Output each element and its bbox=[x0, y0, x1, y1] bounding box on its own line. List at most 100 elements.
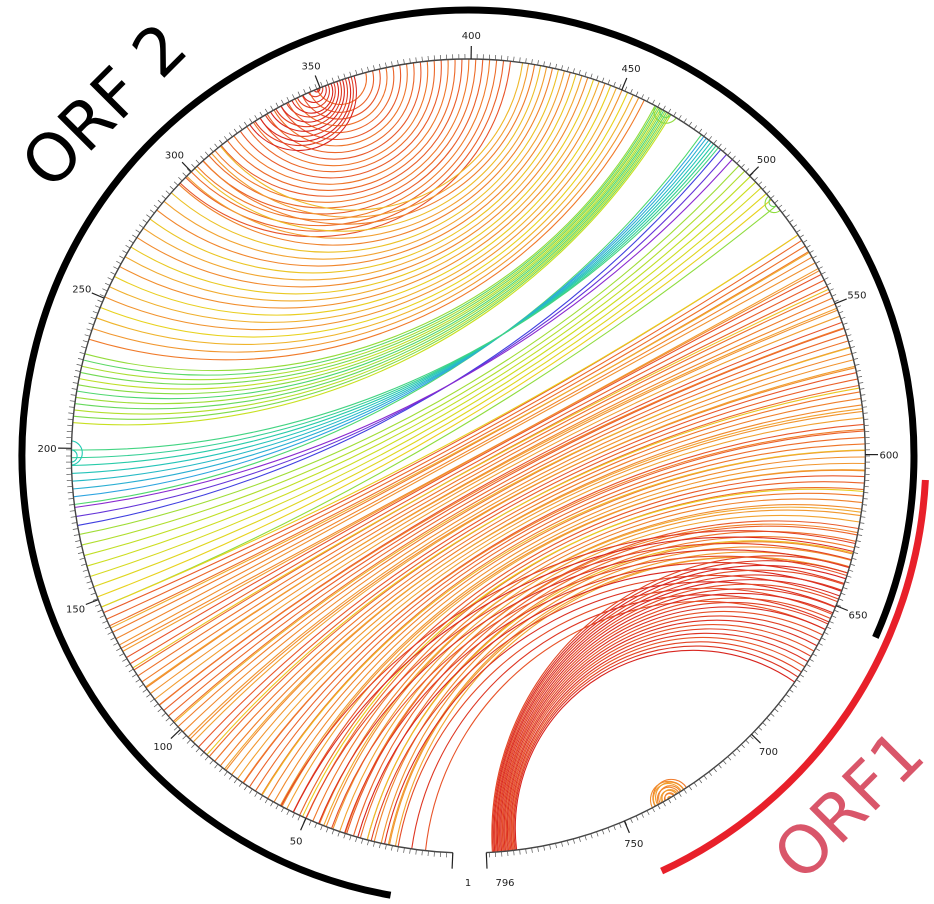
minor-tick bbox=[826, 282, 832, 286]
pairing-arc bbox=[512, 641, 802, 851]
pairing-arc bbox=[214, 58, 470, 203]
minor-tick bbox=[549, 62, 551, 68]
pairing-arc bbox=[130, 79, 595, 295]
minor-tick bbox=[657, 804, 661, 810]
minor-tick bbox=[169, 722, 174, 726]
pairing-arc bbox=[81, 107, 659, 381]
minor-tick bbox=[275, 804, 279, 810]
minor-tick bbox=[831, 615, 837, 618]
minor-tick bbox=[81, 346, 87, 349]
pairing-arc bbox=[145, 303, 836, 689]
minor-tick bbox=[859, 388, 865, 390]
minor-tick bbox=[858, 382, 864, 384]
minor-tick bbox=[736, 748, 741, 753]
minor-tick bbox=[343, 73, 346, 79]
minor-tick bbox=[815, 647, 820, 652]
pairing-arc bbox=[125, 274, 822, 659]
minor-tick bbox=[842, 586, 848, 590]
minor-tick bbox=[842, 322, 848, 326]
pairing-arc bbox=[305, 542, 852, 819]
pairing-arc bbox=[493, 565, 846, 853]
pairing-arc bbox=[72, 114, 672, 426]
minor-tick bbox=[566, 840, 569, 846]
minor-tick bbox=[693, 782, 698, 787]
pairing-arc bbox=[187, 359, 854, 738]
pairing-arc bbox=[108, 245, 806, 627]
pairing-arc bbox=[259, 77, 352, 142]
minor-tick bbox=[537, 846, 539, 852]
pairing-arc bbox=[167, 334, 847, 717]
pairing-arc bbox=[494, 569, 844, 853]
minor-tick bbox=[762, 185, 767, 190]
minor-tick bbox=[601, 77, 605, 83]
pairing-arc bbox=[70, 147, 719, 451]
tick-label: 750 bbox=[624, 839, 643, 850]
minor-tick bbox=[590, 73, 593, 79]
minor-tick bbox=[596, 831, 599, 837]
minor-tick bbox=[572, 838, 575, 844]
minor-tick bbox=[678, 115, 682, 120]
minor-tick bbox=[863, 492, 869, 494]
minor-tick bbox=[531, 847, 533, 853]
pairing-arc bbox=[113, 85, 612, 316]
pairing-arc bbox=[302, 488, 864, 818]
pairing-arc bbox=[186, 66, 548, 239]
minor-tick bbox=[224, 771, 228, 776]
minor-tick bbox=[68, 504, 75, 506]
minor-tick bbox=[799, 674, 804, 678]
minor-tick bbox=[355, 69, 358, 75]
pairing-arc bbox=[149, 309, 838, 695]
minor-tick bbox=[853, 552, 859, 554]
minor-tick bbox=[308, 820, 312, 826]
minor-tick bbox=[693, 125, 697, 130]
minor-tick bbox=[851, 352, 857, 355]
minor-tick bbox=[331, 77, 335, 83]
minor-tick bbox=[727, 151, 732, 156]
pairing-arc bbox=[88, 99, 645, 361]
minor-tick bbox=[76, 364, 82, 366]
pairing-arc bbox=[219, 62, 524, 211]
minor-tick bbox=[543, 61, 545, 67]
minor-tick bbox=[859, 522, 865, 524]
pairing-arc bbox=[248, 430, 865, 788]
minor-tick bbox=[228, 132, 233, 137]
minor-tick bbox=[519, 849, 521, 855]
pairing-arc bbox=[71, 139, 710, 482]
pairing-arc bbox=[498, 583, 838, 852]
minor-tick bbox=[657, 102, 661, 108]
minor-tick bbox=[219, 139, 223, 145]
tick-label: 350 bbox=[302, 61, 321, 72]
minor-tick bbox=[391, 845, 393, 851]
minor-tick bbox=[125, 245, 131, 249]
minor-tick bbox=[122, 658, 127, 662]
minor-tick bbox=[110, 637, 116, 641]
minor-tick bbox=[736, 159, 741, 164]
minor-tick bbox=[132, 674, 137, 678]
minor-tick bbox=[122, 250, 127, 254]
minor-tick bbox=[513, 56, 515, 62]
pairing-arc bbox=[158, 327, 844, 706]
minor-tick bbox=[75, 370, 81, 372]
minor-tick bbox=[698, 128, 703, 134]
minor-tick bbox=[379, 63, 381, 69]
pairing-arc bbox=[72, 138, 707, 490]
minor-tick bbox=[92, 311, 98, 314]
pairing-arc bbox=[86, 181, 756, 567]
pairing-arc bbox=[71, 143, 714, 467]
pairing-arc bbox=[197, 372, 857, 748]
minor-tick bbox=[178, 176, 183, 181]
sequence-start-label: 1 bbox=[465, 878, 471, 889]
sequence-backbone bbox=[70, 58, 867, 854]
minor-tick bbox=[766, 190, 771, 195]
minor-tick bbox=[286, 810, 290, 816]
minor-tick bbox=[596, 75, 599, 81]
minor-tick bbox=[749, 735, 754, 740]
pairing-arc bbox=[496, 579, 840, 852]
minor-tick bbox=[71, 388, 77, 390]
pairing-arc bbox=[513, 645, 799, 851]
pairing-arc bbox=[118, 83, 606, 309]
minor-tick bbox=[153, 703, 159, 708]
minor-tick bbox=[373, 841, 375, 847]
minor-tick bbox=[204, 151, 209, 156]
minor-tick bbox=[828, 620, 834, 624]
